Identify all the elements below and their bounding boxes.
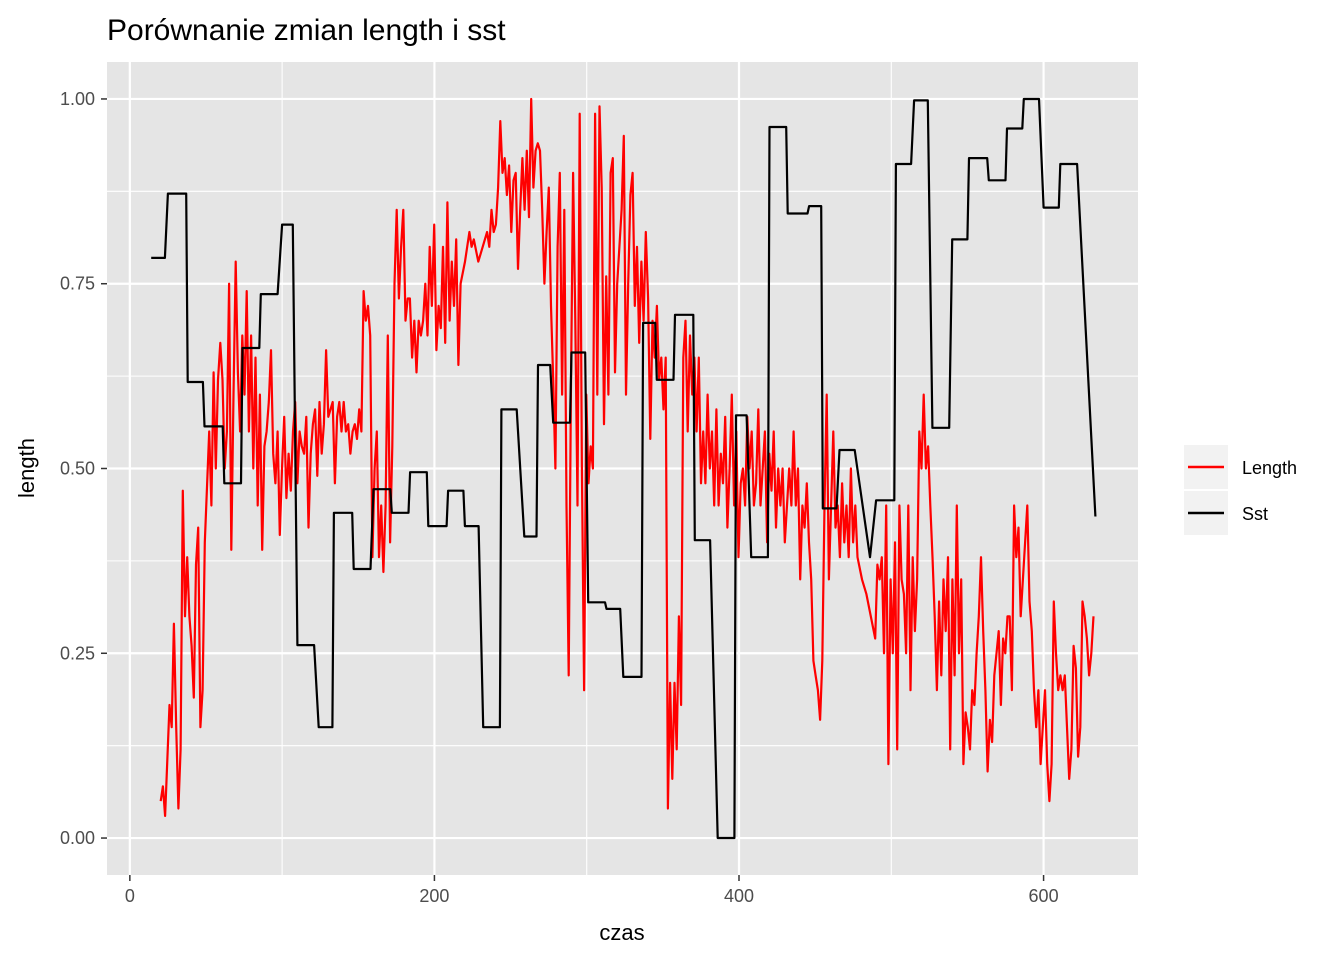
series-layer xyxy=(151,97,1097,840)
y-tick-label: 0.75 xyxy=(60,274,95,294)
chart-title: Porównanie zmian length i sst xyxy=(107,14,506,47)
y-axis-label: length xyxy=(14,438,39,498)
legend-label-sst: Sst xyxy=(1242,504,1268,524)
legend: Length Sst xyxy=(1184,445,1297,535)
y-axis: 0.00 0.25 0.50 0.75 1.00 xyxy=(60,89,107,848)
series-line-sst xyxy=(151,97,1097,840)
y-tick-label: 1.00 xyxy=(60,89,95,109)
series-line-length xyxy=(159,97,1095,817)
x-tick-label: 400 xyxy=(724,886,754,906)
grid-major xyxy=(107,62,1138,875)
x-tick-label: 600 xyxy=(1029,886,1059,906)
y-tick-label: 0.50 xyxy=(60,459,95,479)
x-axis-label: czas xyxy=(599,920,644,945)
x-tick-label: 0 xyxy=(125,886,135,906)
x-axis: 0 200 400 600 xyxy=(125,875,1059,906)
y-tick-label: 0.25 xyxy=(60,643,95,663)
x-tick-label: 200 xyxy=(419,886,449,906)
legend-label-length: Length xyxy=(1242,458,1297,478)
y-tick-label: 0.00 xyxy=(60,828,95,848)
